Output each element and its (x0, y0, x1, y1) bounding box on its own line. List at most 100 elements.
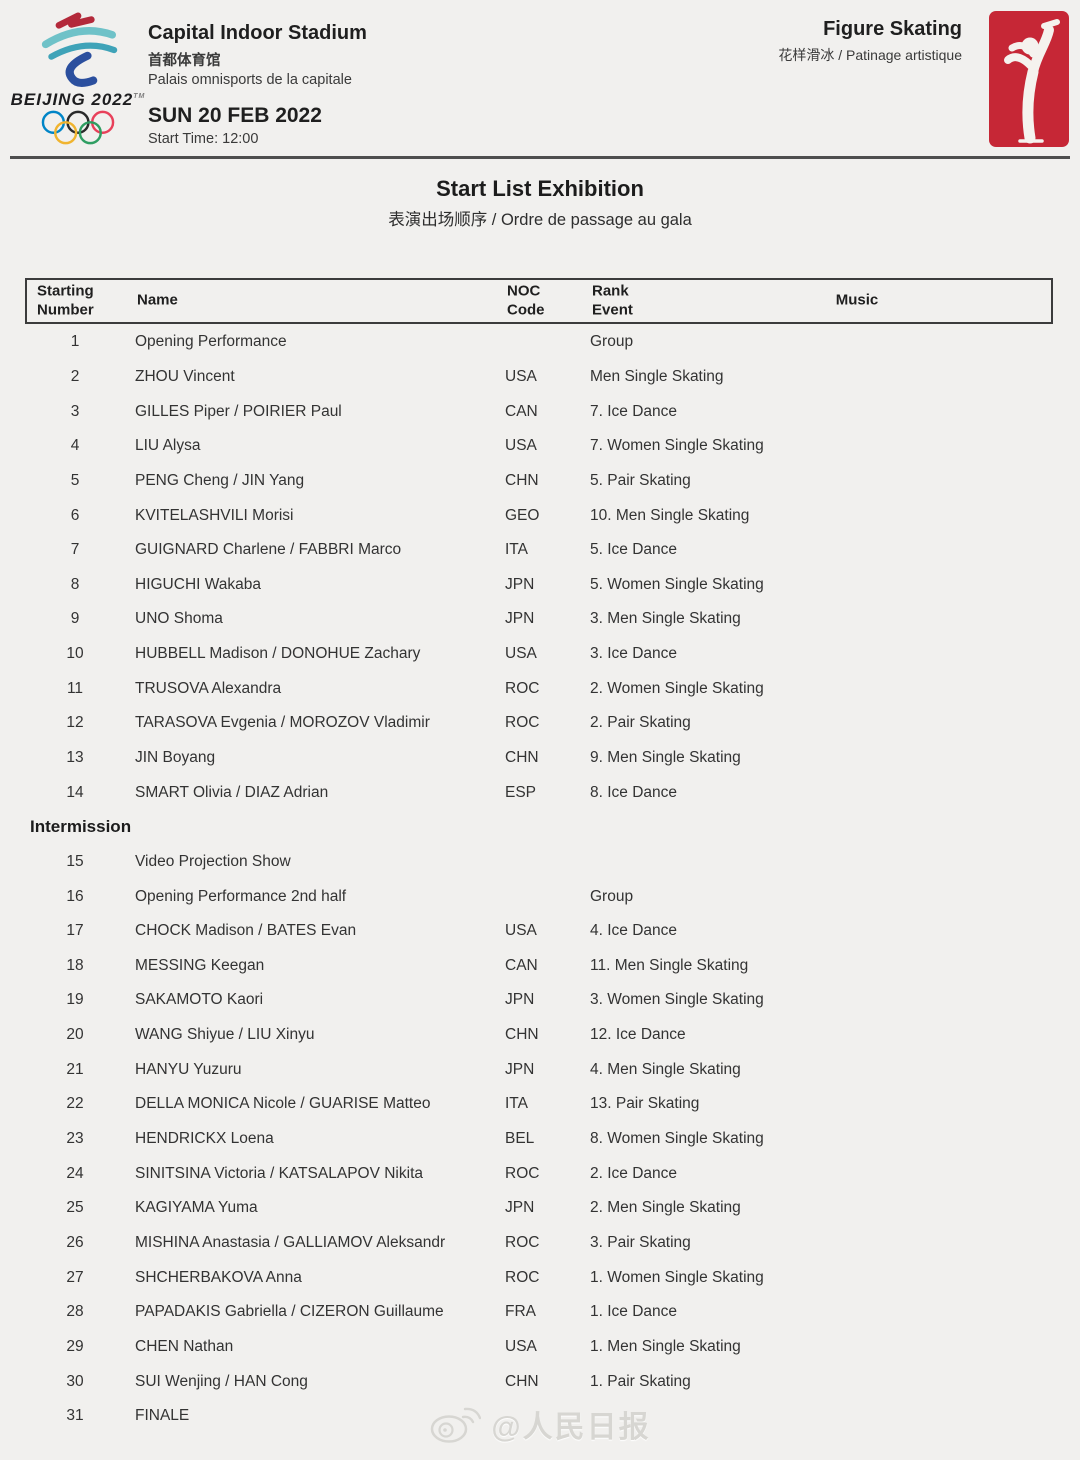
table-row: 4 LIU Alysa USA 7. Women Single Skating (25, 429, 1055, 464)
row-noc-code: USA (505, 437, 537, 455)
table-row: 15 Video Projection Show (25, 845, 1055, 880)
row-noc-code: FRA (505, 1303, 536, 1321)
olympic-rings-icon (41, 110, 115, 145)
row-starting-number: 6 (70, 506, 80, 524)
table-row: 21 HANYU Yuzuru JPN 4. Men Single Skatin… (25, 1052, 1055, 1087)
row-noc-code: CHN (505, 1372, 539, 1390)
row-starting-number: 26 (66, 1233, 84, 1251)
row-name: PENG Cheng / JIN Yang (135, 471, 305, 489)
row-noc-code: CAN (505, 402, 538, 420)
table-row: 26 MISHINA Anastasia / GALLIAMOV Aleksan… (25, 1226, 1055, 1261)
row-rank-event: 4. Men Single Skating (590, 1060, 741, 1078)
row-rank-event: 1. Pair Skating (590, 1372, 691, 1390)
table-row: 6 KVITELASHVILI Morisi GEO 10. Men Singl… (25, 498, 1055, 533)
page-subtitle: 表演出场顺序 / Ordre de passage au gala (388, 211, 692, 229)
row-noc-code: JPN (505, 1199, 535, 1217)
row-noc-code: USA (505, 367, 537, 385)
table-row: 8 HIGUCHI Wakaba JPN 5. Women Single Ska… (25, 567, 1055, 602)
row-noc-code: ITA (505, 1095, 528, 1113)
column-name: Name (137, 291, 178, 309)
row-starting-number: 7 (70, 541, 80, 559)
table-row: 22 DELLA MONICA Nicole / GUARISE Matteo … (25, 1087, 1055, 1122)
row-rank-event: 12. Ice Dance (590, 1026, 686, 1044)
row-noc-code: ROC (505, 1268, 540, 1286)
row-noc-code: USA (505, 1337, 537, 1355)
row-name: UNO Shoma (135, 610, 223, 628)
row-noc-code: ROC (505, 679, 540, 697)
row-starting-number: 12 (66, 714, 84, 732)
venue-name-french: Palais omnisports de la capitale (148, 72, 352, 88)
row-starting-number: 15 (66, 852, 84, 870)
row-rank-event: 1. Women Single Skating (590, 1268, 764, 1286)
table-row: 24 SINITSINA Victoria / KATSALAPOV Nikit… (25, 1156, 1055, 1191)
row-noc-code: CAN (505, 956, 538, 974)
table-header: Starting Number Name NOC Code Rank Event… (25, 278, 1053, 324)
header-divider (10, 156, 1070, 159)
row-name: MISHINA Anastasia / GALLIAMOV Aleksandr (135, 1233, 446, 1251)
row-name: LIU Alysa (135, 437, 201, 455)
table-row: 7 GUIGNARD Charlene / FABBRI Marco ITA 5… (25, 533, 1055, 568)
table-row: 5 PENG Cheng / JIN Yang CHN 5. Pair Skat… (25, 464, 1055, 499)
row-rank-event: 5. Ice Dance (590, 541, 678, 559)
row-starting-number: 30 (66, 1372, 84, 1390)
row-name: KVITELASHVILI Morisi (135, 506, 294, 524)
row-noc-code: JPN (505, 991, 535, 1009)
row-rank-event: 8. Ice Dance (590, 783, 678, 801)
row-starting-number: 28 (66, 1303, 84, 1321)
row-name: MESSING Keegan (135, 956, 265, 974)
row-rank-event: 4. Ice Dance (590, 922, 678, 940)
discipline-name-translated: 花样滑冰 / Patinage artistique (778, 47, 962, 63)
row-name: HIGUCHI Wakaba (135, 575, 262, 593)
table-row: 19 SAKAMOTO Kaori JPN 3. Women Single Sk… (25, 983, 1055, 1018)
row-noc-code: ROC (505, 1164, 540, 1182)
table-row: 27 SHCHERBAKOVA Anna ROC 1. Women Single… (25, 1260, 1055, 1295)
table-row: 29 CHEN Nathan USA 1. Men Single Skating (25, 1330, 1055, 1365)
row-starting-number: 27 (66, 1268, 84, 1286)
table-row: 11 TRUSOVA Alexandra ROC 2. Women Single… (25, 671, 1055, 706)
table-row: 3 GILLES Piper / POIRIER Paul CAN 7. Ice… (25, 394, 1055, 429)
row-name: DELLA MONICA Nicole / GUARISE Matteo (135, 1095, 431, 1113)
row-starting-number: 5 (70, 471, 80, 489)
row-starting-number: 9 (70, 610, 80, 628)
row-rank-event: 1. Ice Dance (590, 1303, 678, 1321)
row-name: SHCHERBAKOVA Anna (135, 1268, 302, 1286)
row-rank-event: 8. Women Single Skating (590, 1130, 764, 1148)
row-name: WANG Shiyue / LIU Xinyu (135, 1026, 315, 1044)
row-name: HANYU Yuzuru (135, 1060, 242, 1078)
table-row: 10 HUBBELL Madison / DONOHUE Zachary USA… (25, 637, 1055, 672)
row-rank-event: Group (590, 333, 634, 351)
row-rank-event: 3. Men Single Skating (590, 610, 741, 628)
row-noc-code: ROC (505, 1233, 540, 1251)
row-noc-code: USA (505, 645, 537, 663)
row-starting-number: 23 (66, 1130, 84, 1148)
row-starting-number: 31 (66, 1407, 84, 1425)
row-starting-number: 3 (70, 402, 80, 420)
table-row: 23 HENDRICKX Loena BEL 8. Women Single S… (25, 1122, 1055, 1157)
row-rank-event: 9. Men Single Skating (590, 749, 741, 766)
row-rank-event: 7. Ice Dance (590, 402, 678, 420)
row-name: Opening Performance 2nd half (135, 887, 347, 905)
table-row: 2 ZHOU Vincent USA Men Single Skating (25, 360, 1055, 395)
table-row: 28 PAPADAKIS Gabriella / CIZERON Guillau… (25, 1295, 1055, 1330)
row-starting-number: 11 (66, 679, 84, 697)
table-row: 14 SMART Olivia / DIAZ Adrian ESP 8. Ice… (25, 775, 1055, 810)
row-rank-event: 7. Women Single Skating (590, 437, 764, 455)
page-title: Start List Exhibition (436, 176, 644, 201)
row-name: GILLES Piper / POIRIER Paul (135, 402, 342, 420)
row-noc-code: GEO (505, 506, 540, 524)
row-rank-event: 2. Pair Skating (590, 714, 691, 732)
row-starting-number: 14 (66, 783, 84, 801)
row-name: KAGIYAMA Yuma (135, 1199, 258, 1217)
row-rank-event: 2. Men Single Skating (590, 1199, 741, 1217)
row-starting-number: 8 (70, 575, 80, 593)
row-starting-number: 20 (66, 1026, 84, 1044)
table-row: 16 Opening Performance 2nd half Group (25, 879, 1055, 914)
row-noc-code: USA (505, 922, 537, 940)
table-row: 1 Opening Performance Group (25, 325, 1055, 360)
event-date: SUN 20 FEB 2022 (148, 104, 322, 127)
row-starting-number: 22 (66, 1095, 84, 1113)
beijing-2022-emblem-icon (41, 12, 118, 87)
row-rank-event: 3. Pair Skating (590, 1233, 691, 1251)
row-rank-event: 2. Ice Dance (590, 1164, 678, 1182)
row-starting-number: 17 (66, 922, 84, 940)
